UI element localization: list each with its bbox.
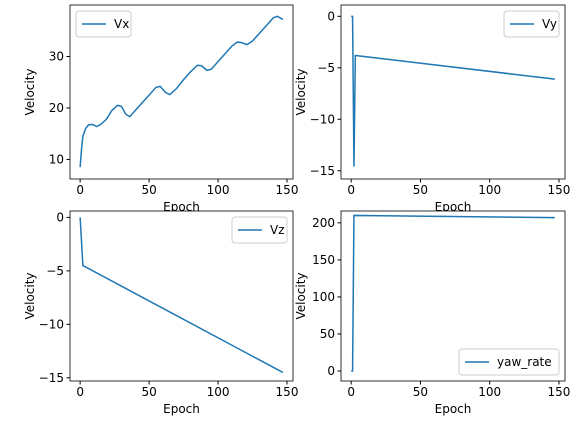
x-tick-label: 50 — [141, 183, 156, 197]
y-tick-label: 0 — [327, 364, 335, 378]
axes-frame — [340, 4, 566, 180]
y-tick-label: 100 — [312, 290, 335, 304]
y-tick-label: 0 — [327, 9, 335, 23]
y-tick-label: −15 — [39, 371, 64, 385]
x-tick-label: 100 — [207, 385, 230, 399]
y-tick-label: −10 — [310, 112, 335, 126]
data-line — [351, 15, 555, 167]
y-tick-label: 150 — [312, 253, 335, 267]
x-axis-label: Epoch — [163, 402, 200, 416]
y-tick-label: −5 — [317, 61, 335, 75]
x-tick-label: 150 — [548, 385, 571, 399]
y-tick-label: 0 — [56, 210, 64, 224]
x-tick-label: 0 — [76, 183, 84, 197]
x-tick-label: 100 — [478, 385, 501, 399]
legend-label: Vx — [114, 17, 129, 31]
x-axis-label: Epoch — [435, 200, 472, 214]
x-axis-label: Epoch — [163, 200, 200, 214]
x-tick-label: 50 — [141, 385, 156, 399]
data-line — [79, 15, 284, 168]
y-tick-label: 20 — [49, 101, 64, 115]
y-tick-label: 10 — [49, 152, 64, 166]
y-tick-label: −5 — [46, 264, 64, 278]
x-tick-label: 50 — [413, 385, 428, 399]
axes-frame — [69, 4, 294, 180]
x-tick-label: 100 — [207, 183, 230, 197]
x-tick-label: 100 — [478, 183, 501, 197]
legend-box — [458, 348, 560, 376]
x-tick-label: 150 — [548, 183, 571, 197]
x-tick-label: 0 — [347, 183, 355, 197]
x-tick-label: 50 — [413, 183, 428, 197]
x-tick-label: 0 — [347, 385, 355, 399]
y-axis-label: Velocity — [23, 68, 37, 115]
y-tick-label: −15 — [310, 164, 335, 178]
axes-frame — [340, 210, 566, 382]
y-axis-label: Velocity — [294, 68, 308, 115]
data-line — [351, 214, 555, 372]
y-axis-label: Velocity — [23, 272, 37, 319]
y-axis-label: Velocity — [294, 272, 308, 319]
x-tick-label: 150 — [276, 183, 299, 197]
x-axis-label: Epoch — [435, 402, 472, 416]
y-tick-label: 30 — [49, 49, 64, 63]
y-tick-label: −10 — [39, 317, 64, 331]
axes-frame — [69, 210, 294, 382]
legend-label: Vz — [270, 223, 285, 237]
data-line — [79, 217, 284, 374]
legend-label: yaw_rate — [497, 355, 552, 369]
y-tick-label: 50 — [320, 327, 335, 341]
x-tick-label: 150 — [276, 385, 299, 399]
legend-label: Vy — [542, 17, 557, 31]
x-tick-label: 0 — [76, 385, 84, 399]
y-tick-label: 200 — [312, 216, 335, 230]
